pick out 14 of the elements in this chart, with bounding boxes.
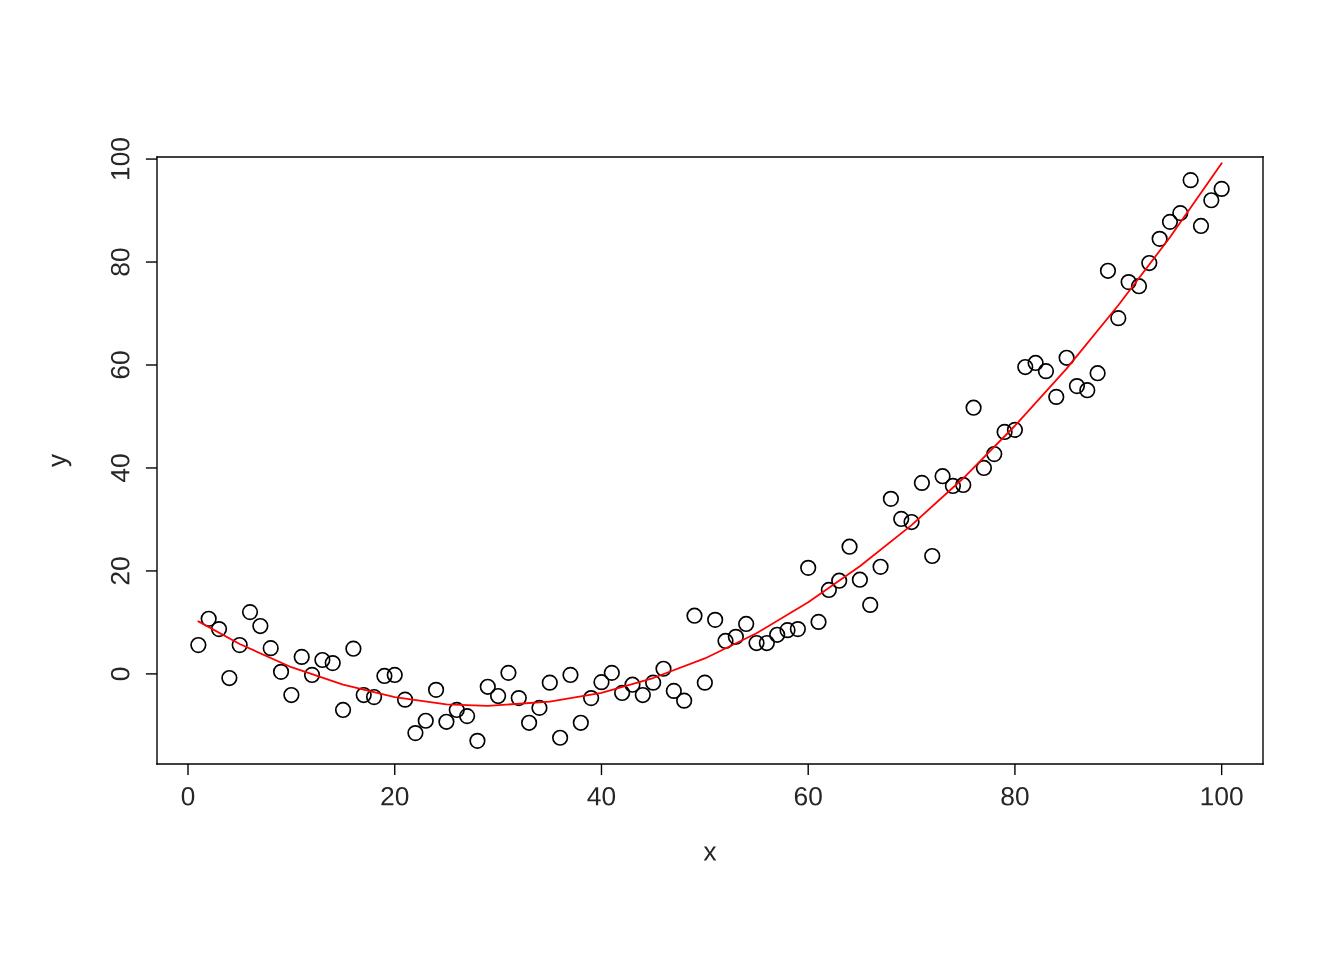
y-tick-label: 20 — [110, 557, 130, 585]
x-tick-label: 0 — [181, 786, 195, 806]
x-tick-label: 40 — [587, 786, 616, 806]
y-tick-label: 100 — [110, 138, 130, 180]
x-tick-label: 100 — [1201, 786, 1243, 806]
x-axis-title: x — [703, 846, 717, 861]
y-tick-label: 40 — [110, 454, 130, 483]
x-tick-label: 80 — [1001, 786, 1029, 806]
x-tick-label: 20 — [381, 786, 409, 806]
y-axis-title: y — [51, 453, 72, 468]
y-tick-label: 80 — [110, 248, 130, 276]
x-tick-label: 60 — [794, 786, 822, 806]
y-tick-label: 60 — [110, 351, 130, 379]
y-tick-label: 0 — [110, 667, 130, 681]
